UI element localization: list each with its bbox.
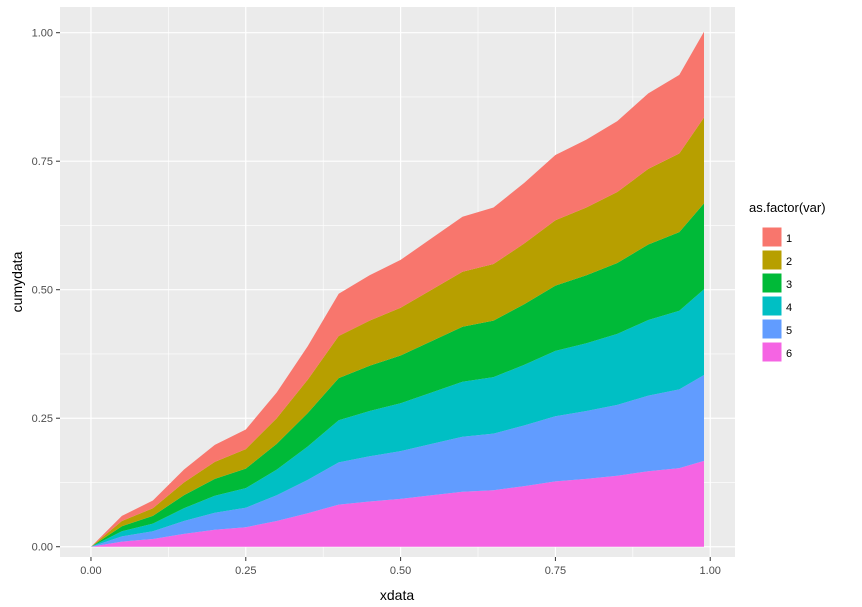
x-tick-label: 0.00 — [80, 565, 101, 577]
x-tick-label: 0.25 — [235, 565, 256, 577]
x-axis-title: xdata — [380, 587, 414, 603]
area-series-1 — [91, 31, 704, 547]
y-tick-label: 1.00 — [32, 28, 53, 40]
area-series-2 — [91, 117, 704, 547]
legend-label-1: 1 — [786, 233, 792, 245]
legend-key-6 — [761, 341, 783, 363]
y-tick-label: 0.50 — [32, 285, 53, 297]
area-series-3 — [91, 203, 704, 547]
legend: as.factor(var) 1 2 3 4 5 6 — [749, 200, 826, 363]
y-axis-title: cumydata — [9, 251, 25, 312]
y-tick-label: 0.75 — [32, 156, 53, 168]
legend-key-2 — [761, 249, 783, 271]
x-tick-label: 0.75 — [545, 565, 566, 577]
y-axis: 0.00 0.25 0.50 0.75 1.00 — [32, 28, 60, 554]
x-tick-label: 1.00 — [700, 565, 721, 577]
area-series-5 — [91, 375, 704, 547]
legend-label-6: 6 — [786, 348, 792, 360]
legend-items: 1 2 3 4 5 6 — [761, 226, 792, 363]
legend-key-5 — [761, 318, 783, 340]
y-tick-label: 0.25 — [32, 413, 53, 425]
x-tick-label: 0.50 — [390, 565, 411, 577]
legend-key-1 — [761, 226, 783, 248]
area-series-6 — [91, 460, 704, 547]
legend-label-3: 3 — [786, 279, 792, 291]
legend-title: as.factor(var) — [749, 200, 826, 215]
legend-label-5: 5 — [786, 325, 792, 337]
stacked-areas — [91, 31, 704, 547]
y-tick-label: 0.00 — [32, 542, 53, 554]
legend-key-4 — [761, 295, 783, 317]
legend-label-4: 4 — [786, 302, 792, 314]
legend-label-2: 2 — [786, 256, 792, 268]
legend-key-3 — [761, 272, 783, 294]
area-series-4 — [91, 289, 704, 547]
x-axis: 0.00 0.25 0.50 0.75 1.00 — [80, 557, 721, 577]
